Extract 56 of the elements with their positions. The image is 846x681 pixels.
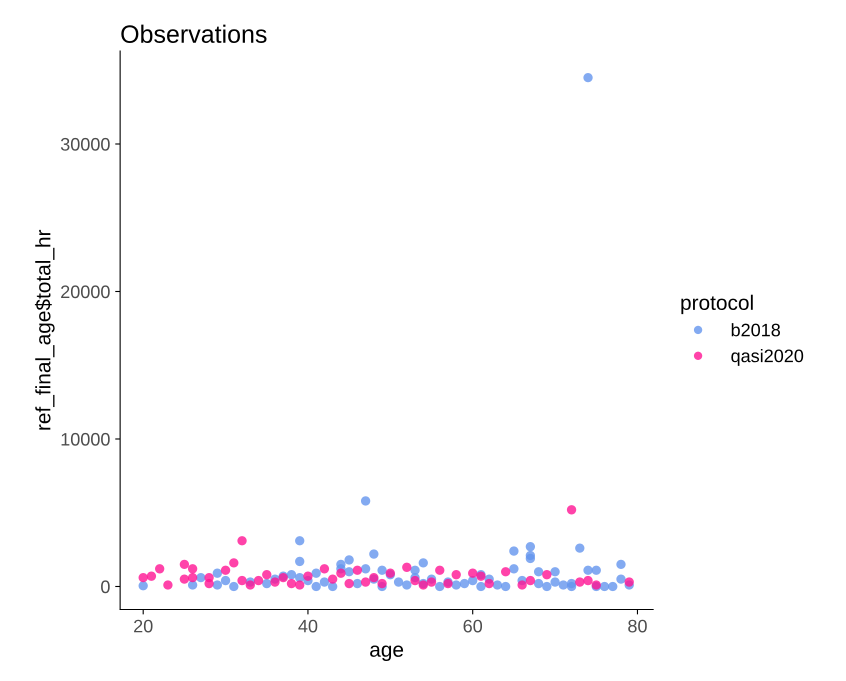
point <box>377 578 387 588</box>
point <box>188 564 198 574</box>
point <box>336 568 346 578</box>
point <box>517 580 527 590</box>
point <box>435 566 444 575</box>
point <box>180 574 190 584</box>
point <box>344 578 354 588</box>
point <box>352 566 362 575</box>
x-tick-label: 40 <box>298 620 318 632</box>
point <box>188 572 198 582</box>
point <box>526 576 536 586</box>
point <box>286 578 296 588</box>
point <box>180 560 190 570</box>
point <box>402 562 412 572</box>
point <box>163 580 173 590</box>
point <box>229 558 238 568</box>
legend-label: b2018 <box>732 323 780 336</box>
x-tick-label: 60 <box>464 620 482 632</box>
point <box>254 576 264 586</box>
point <box>452 570 461 580</box>
chart-title: Observations <box>121 24 267 43</box>
legend-title: protocol <box>681 294 753 314</box>
x-tick-label: 20 <box>134 620 153 632</box>
y-tick-label: 30000 <box>60 138 110 151</box>
point <box>262 570 272 580</box>
point <box>328 574 338 584</box>
point <box>146 572 156 581</box>
point <box>426 577 436 587</box>
point <box>468 568 478 578</box>
point <box>295 580 304 590</box>
point <box>204 578 214 588</box>
point <box>501 567 510 576</box>
y-tick-label: 10000 <box>62 432 110 446</box>
legend-label: qasi2020 <box>731 349 804 366</box>
point <box>246 580 255 590</box>
point <box>155 564 164 574</box>
point <box>566 505 576 514</box>
point <box>138 572 148 582</box>
x-tick-label: 80 <box>628 620 647 632</box>
point <box>410 576 420 586</box>
point <box>575 577 584 587</box>
y-tick-label: 0 <box>101 580 110 594</box>
point <box>484 578 494 588</box>
point <box>583 576 593 586</box>
y-tick-label: 20000 <box>61 285 110 298</box>
point <box>624 577 634 587</box>
point <box>237 576 247 586</box>
point <box>542 570 552 580</box>
point <box>237 536 247 546</box>
x-axis-title: age <box>370 645 404 662</box>
point <box>360 577 370 587</box>
point <box>220 566 230 575</box>
point <box>320 564 330 574</box>
point <box>303 572 313 581</box>
point <box>270 577 280 587</box>
y-axis-title: ref_final_age$total_hr <box>34 230 55 430</box>
